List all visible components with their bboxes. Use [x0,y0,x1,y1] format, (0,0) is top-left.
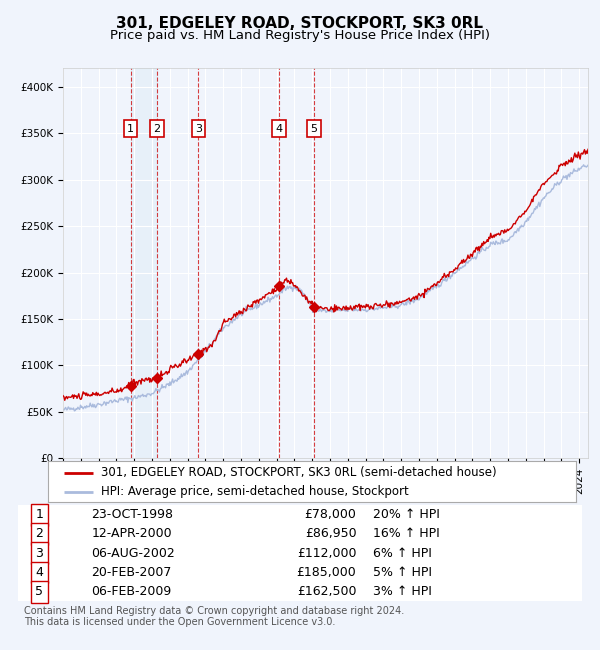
Text: HPI: Average price, semi-detached house, Stockport: HPI: Average price, semi-detached house,… [101,485,409,498]
Text: 3% ↑ HPI: 3% ↑ HPI [373,585,432,598]
Text: £162,500: £162,500 [297,585,356,598]
Text: 3: 3 [35,547,43,560]
Text: 16% ↑ HPI: 16% ↑ HPI [373,527,440,540]
Text: 301, EDGELEY ROAD, STOCKPORT, SK3 0RL (semi-detached house): 301, EDGELEY ROAD, STOCKPORT, SK3 0RL (s… [101,466,496,479]
Text: 20% ↑ HPI: 20% ↑ HPI [373,508,440,521]
Text: £86,950: £86,950 [305,527,356,540]
Text: £185,000: £185,000 [296,566,356,579]
Text: 5: 5 [35,585,43,598]
Text: 3: 3 [195,124,202,134]
Text: 5: 5 [310,124,317,134]
Text: 301, EDGELEY ROAD, STOCKPORT, SK3 0RL: 301, EDGELEY ROAD, STOCKPORT, SK3 0RL [116,16,484,31]
Text: Price paid vs. HM Land Registry's House Price Index (HPI): Price paid vs. HM Land Registry's House … [110,29,490,42]
Text: 2: 2 [35,527,43,540]
Text: 5% ↑ HPI: 5% ↑ HPI [373,566,433,579]
Text: 12-APR-2000: 12-APR-2000 [91,527,172,540]
Bar [131,68,157,458]
Text: 06-AUG-2002: 06-AUG-2002 [91,547,175,560]
Text: 20-FEB-2007: 20-FEB-2007 [91,566,172,579]
Text: Contains HM Land Registry data © Crown copyright and database right 2024.
This d: Contains HM Land Registry data © Crown c… [24,606,404,627]
Text: £78,000: £78,000 [305,508,356,521]
Text: 4: 4 [275,124,283,134]
Text: 23-OCT-1998: 23-OCT-1998 [91,508,173,521]
Text: £112,000: £112,000 [297,547,356,560]
Text: 6% ↑ HPI: 6% ↑ HPI [373,547,432,560]
Text: 4: 4 [35,566,43,579]
Text: 2: 2 [154,124,161,134]
Text: 1: 1 [35,508,43,521]
Text: 1: 1 [127,124,134,134]
Text: 06-FEB-2009: 06-FEB-2009 [91,585,172,598]
